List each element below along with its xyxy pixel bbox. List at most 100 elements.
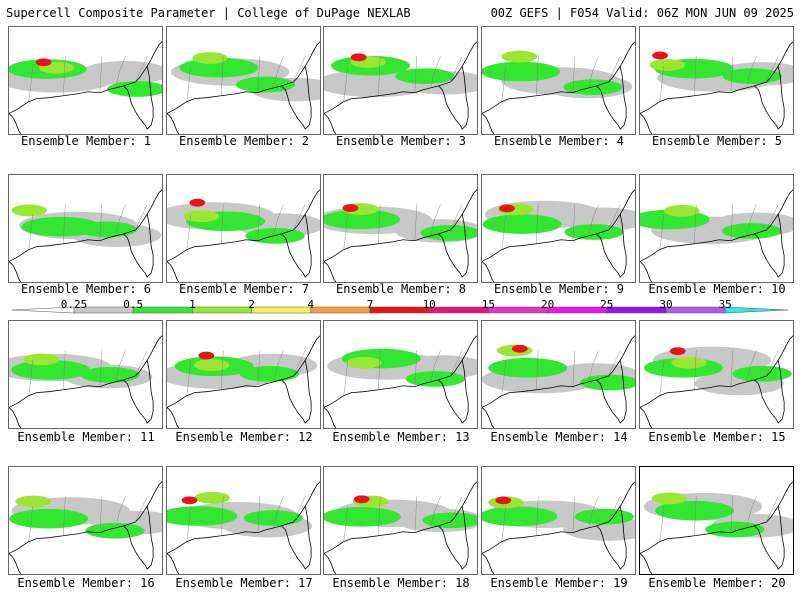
coastline bbox=[640, 481, 793, 554]
colorbar-segment bbox=[251, 306, 312, 314]
colorbar-segment bbox=[547, 306, 608, 314]
header-run-info: 00Z GEFS | F054 Valid: 06Z MON JUN 09 20… bbox=[490, 6, 794, 20]
ensemble-panel-14[interactable] bbox=[481, 320, 636, 429]
texas-coastline bbox=[482, 553, 495, 574]
scp-contour bbox=[482, 214, 562, 234]
state-borders bbox=[28, 350, 148, 396]
ensemble-map-12 bbox=[167, 335, 320, 428]
ensemble-panel-5[interactable] bbox=[639, 26, 794, 135]
state-borders bbox=[343, 204, 463, 250]
ensemble-map-17 bbox=[167, 481, 320, 574]
scp-contour bbox=[655, 500, 735, 521]
colorbar-segment bbox=[606, 306, 667, 314]
scp-contour bbox=[80, 367, 140, 383]
header-title: Supercell Composite Parameter | College … bbox=[6, 6, 411, 20]
ensemble-panel-1[interactable] bbox=[8, 26, 163, 135]
scp-contour bbox=[11, 204, 48, 217]
ensemble-panel-15[interactable] bbox=[639, 320, 794, 429]
ensemble-panel-7[interactable] bbox=[166, 174, 321, 283]
ensemble-panel-20[interactable] bbox=[639, 466, 794, 575]
ensemble-panel-8[interactable] bbox=[323, 174, 478, 283]
ensemble-panel-16[interactable] bbox=[8, 466, 163, 575]
ensemble-map-6 bbox=[9, 189, 162, 282]
ensemble-map-14 bbox=[482, 335, 635, 428]
coastline bbox=[324, 189, 477, 262]
ensemble-map-13 bbox=[324, 335, 477, 428]
texas-coastline bbox=[9, 407, 22, 428]
scp-contour bbox=[193, 359, 230, 371]
texas-coastline bbox=[324, 553, 337, 574]
coastline bbox=[324, 41, 477, 114]
ensemble-panel-18[interactable] bbox=[323, 466, 478, 575]
scp-contour bbox=[107, 81, 162, 97]
ensemble-panel-2[interactable] bbox=[166, 26, 321, 135]
florida-coastline bbox=[754, 66, 785, 130]
ensemble-panel-4[interactable] bbox=[481, 26, 636, 135]
texas-coastline bbox=[167, 261, 180, 282]
coastline bbox=[324, 481, 477, 554]
scp-contour bbox=[574, 508, 634, 525]
ensemble-map-2 bbox=[167, 41, 320, 134]
state-borders bbox=[501, 204, 621, 250]
colorbar-tick-label: 15 bbox=[481, 298, 496, 311]
texas-coastline bbox=[640, 553, 653, 574]
ensemble-member-label: Ensemble Member: 1 bbox=[20, 134, 152, 148]
ensemble-panel-19[interactable] bbox=[481, 466, 636, 575]
scp-contour bbox=[346, 356, 382, 369]
coastline bbox=[167, 335, 320, 408]
coastline bbox=[9, 41, 162, 114]
ensemble-member-label: Ensemble Member: 17 bbox=[175, 576, 313, 590]
scp-contour bbox=[669, 347, 686, 356]
ensemble-member-label: Ensemble Member: 16 bbox=[17, 576, 155, 590]
scp-contour bbox=[422, 512, 477, 529]
colorbar-tick-label: 10 bbox=[422, 298, 436, 311]
ensemble-panel-12[interactable] bbox=[166, 320, 321, 429]
state-borders bbox=[28, 204, 148, 250]
coastline bbox=[482, 481, 635, 554]
ensemble-map-8 bbox=[324, 189, 477, 282]
colorbar-tick-label: 0.5 bbox=[123, 298, 144, 311]
ensemble-member-label: Ensemble Member: 13 bbox=[332, 430, 470, 444]
state-borders bbox=[501, 496, 621, 542]
ensemble-member-label: Ensemble Member: 11 bbox=[17, 430, 155, 444]
ensemble-map-4 bbox=[482, 41, 635, 134]
ensemble-member-label: Ensemble Member: 6 bbox=[20, 282, 152, 296]
ensemble-panel-11[interactable] bbox=[8, 320, 163, 429]
colorbar-tick-label: 4 bbox=[307, 298, 315, 311]
scp-contour bbox=[652, 51, 668, 60]
florida-coastline bbox=[596, 506, 627, 570]
colorbar-segment bbox=[428, 306, 489, 314]
ensemble-panel-17[interactable] bbox=[166, 466, 321, 575]
texas-coastline bbox=[324, 261, 337, 282]
florida-coastline bbox=[123, 214, 154, 278]
ensemble-panel-10[interactable] bbox=[639, 174, 794, 283]
florida-coastline bbox=[123, 66, 154, 130]
scp-contour bbox=[11, 360, 91, 380]
colorbar-segment bbox=[369, 306, 430, 314]
scp-contour bbox=[663, 204, 700, 217]
colorbar-tick-label: 25 bbox=[600, 298, 614, 311]
scp-contour bbox=[705, 521, 765, 538]
state-borders bbox=[343, 56, 463, 102]
ensemble-panel-6[interactable] bbox=[8, 174, 163, 283]
scp-contour bbox=[239, 366, 299, 382]
ensemble-panel-3[interactable] bbox=[323, 26, 478, 135]
coastline bbox=[640, 189, 793, 262]
scp-contour bbox=[192, 52, 228, 64]
ensemble-member-label: Ensemble Member: 12 bbox=[175, 430, 313, 444]
ensemble-member-label: Ensemble Member: 18 bbox=[332, 576, 470, 590]
state-borders bbox=[28, 56, 148, 102]
florida-coastline bbox=[596, 360, 627, 424]
texas-coastline bbox=[324, 113, 337, 134]
texas-coastline bbox=[9, 113, 22, 134]
ensemble-map-15 bbox=[640, 335, 793, 428]
coastline bbox=[9, 481, 162, 554]
scp-contour bbox=[324, 506, 401, 527]
ensemble-panel-13[interactable] bbox=[323, 320, 478, 429]
scp-contour bbox=[649, 59, 686, 71]
florida-coastline bbox=[438, 66, 469, 130]
colorbar-tick-label: 35 bbox=[718, 298, 732, 311]
scp-contour bbox=[579, 374, 635, 391]
florida-coastline bbox=[438, 360, 469, 424]
ensemble-panel-9[interactable] bbox=[481, 174, 636, 283]
